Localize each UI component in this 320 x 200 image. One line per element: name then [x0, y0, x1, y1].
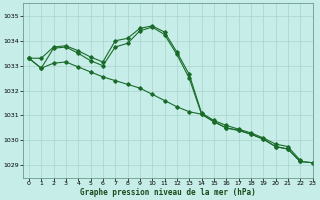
- X-axis label: Graphe pression niveau de la mer (hPa): Graphe pression niveau de la mer (hPa): [80, 188, 255, 197]
